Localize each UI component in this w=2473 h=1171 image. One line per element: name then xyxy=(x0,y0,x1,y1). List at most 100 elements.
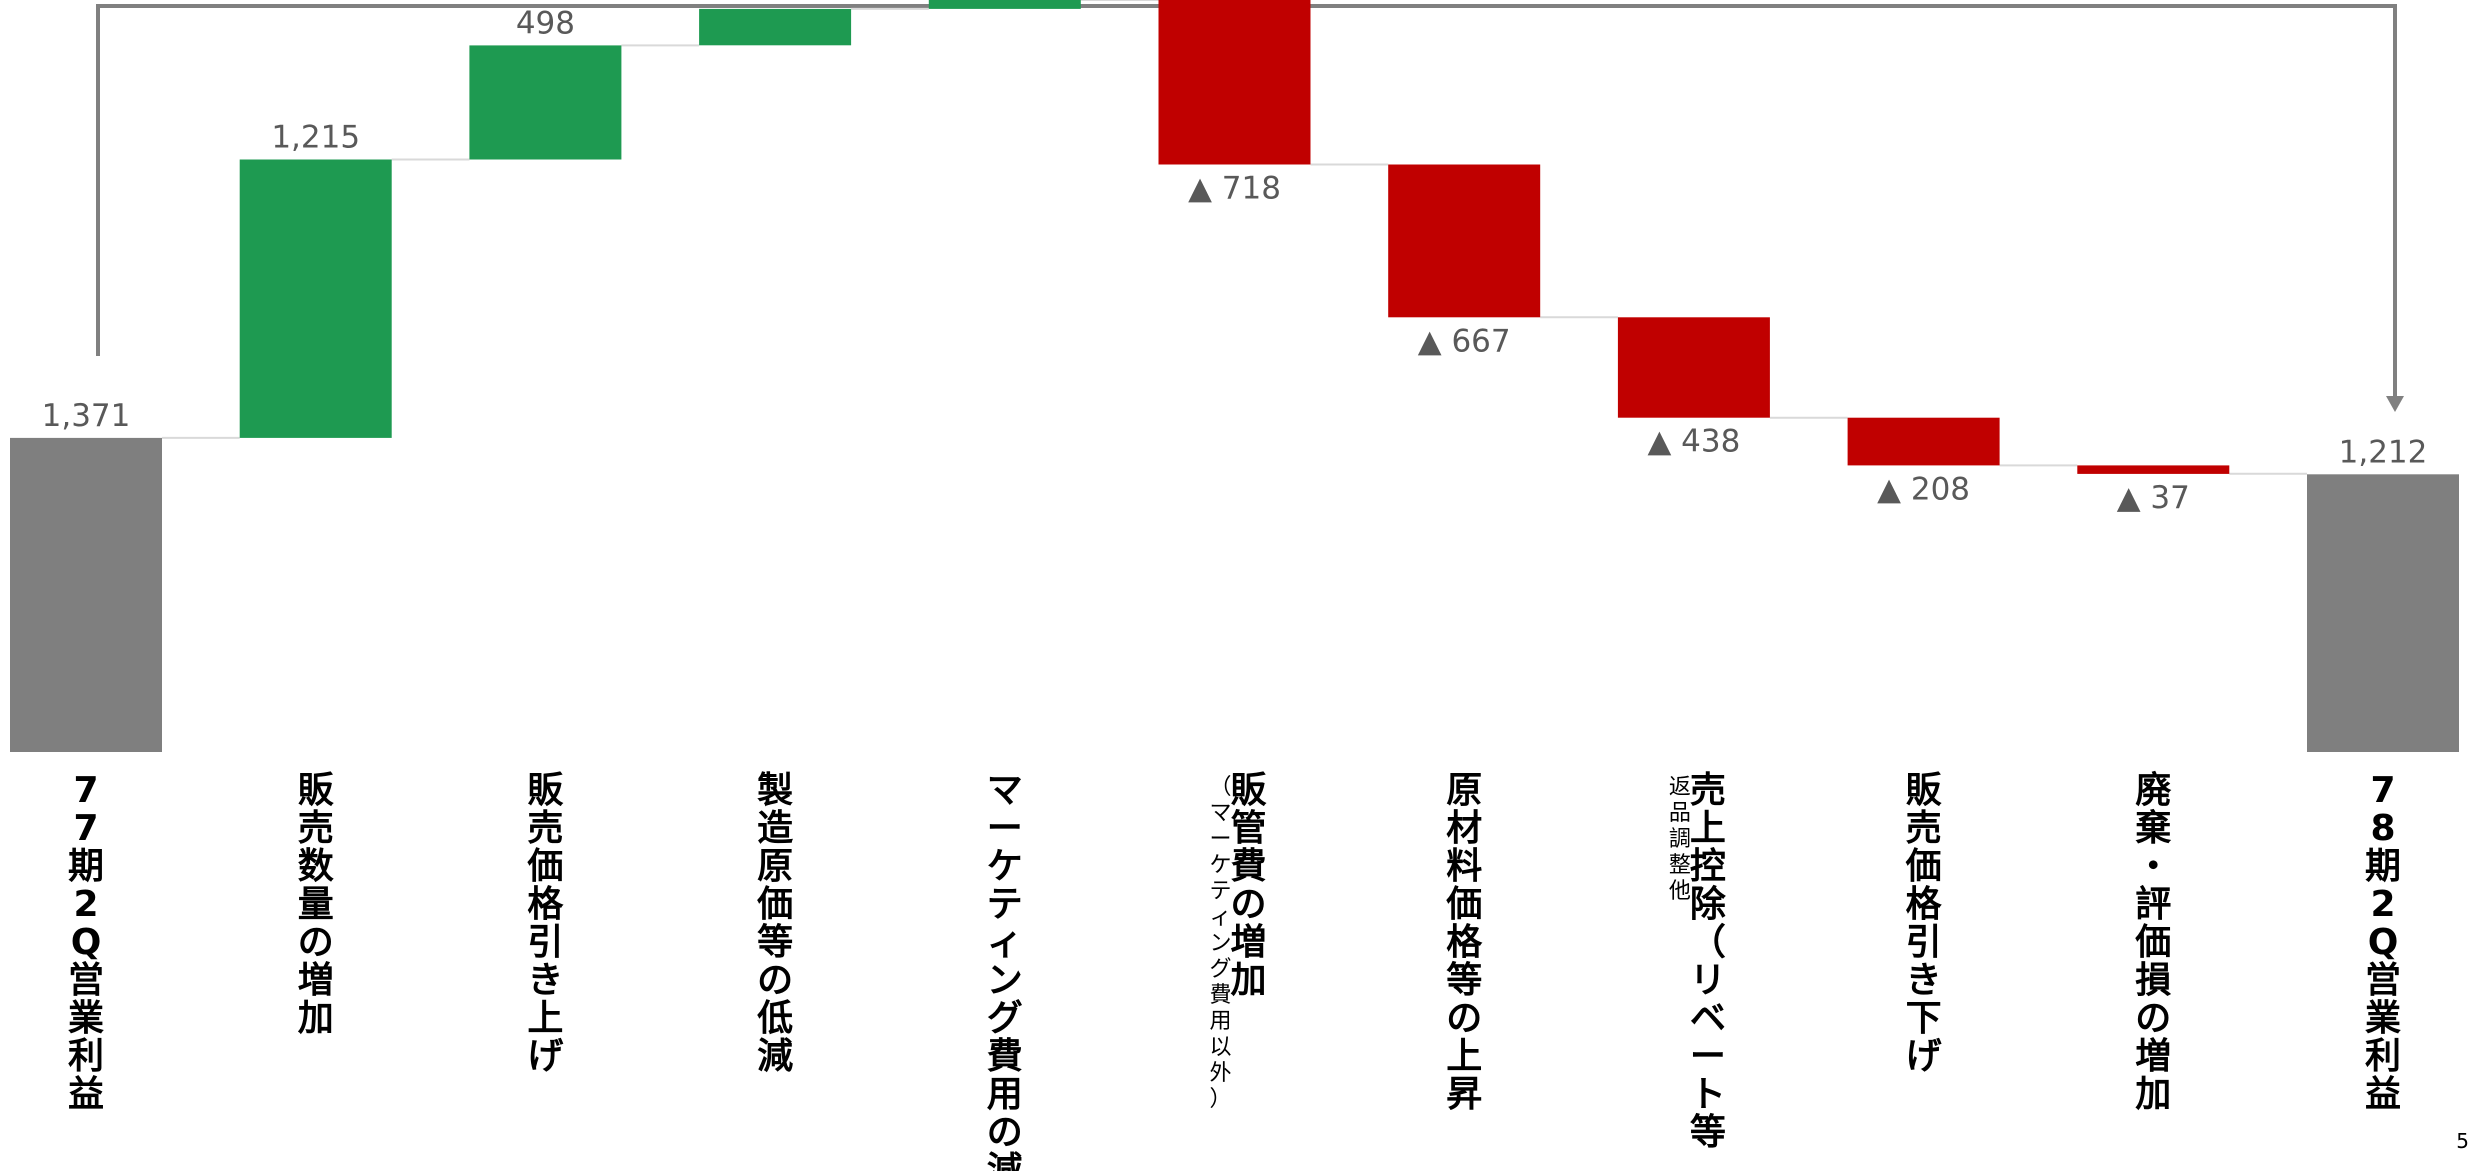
category-sub-char: ） xyxy=(1209,1087,1231,1112)
data-label: 498 xyxy=(516,5,575,41)
category-char: 価 xyxy=(526,846,563,887)
data-label: ▲ 208 xyxy=(1877,471,1970,507)
category-char: 下 xyxy=(1906,998,1942,1039)
category-char: の xyxy=(1230,884,1266,925)
category-char: の xyxy=(757,960,793,1001)
category-char: テ xyxy=(987,884,1023,925)
category-sub-char: 外 xyxy=(1209,1061,1231,1086)
category-char: 上 xyxy=(1446,1036,1482,1077)
category-char: Q xyxy=(71,922,102,963)
category-char: 売 xyxy=(1906,808,1942,849)
category-sub-char: 品 xyxy=(1669,801,1691,826)
category-char: げ xyxy=(527,1036,563,1077)
category-char: 売 xyxy=(298,808,334,849)
bar-total xyxy=(2307,474,2459,752)
bar-increase xyxy=(699,8,852,46)
data-label: ▲ 667 xyxy=(1418,323,1511,359)
category-char: （ xyxy=(1690,922,1726,963)
bar-decrease xyxy=(1388,164,1541,318)
bar-decrease xyxy=(2077,465,2230,474)
category-char: げ xyxy=(1906,1036,1942,1077)
category-char: 増 xyxy=(298,960,334,1001)
category-char: き xyxy=(1906,960,1942,1001)
category-sub-char: （ xyxy=(1209,775,1231,800)
category-char: 営 xyxy=(68,960,104,1001)
category-char: 等 xyxy=(1446,960,1482,1001)
category-char: ト xyxy=(1690,1074,1726,1115)
category-char: 8 xyxy=(2370,808,2395,849)
category-char: グ xyxy=(987,998,1023,1039)
category-char: 除 xyxy=(1690,884,1727,925)
comparison-arrowhead xyxy=(2386,396,2404,412)
category-sub-char: ー xyxy=(1209,827,1231,852)
category-char: 価 xyxy=(756,884,793,925)
category-char: 減 xyxy=(987,1150,1023,1171)
category-char: 益 xyxy=(68,1074,104,1115)
category-char: 引 xyxy=(527,922,563,963)
category-char: 損 xyxy=(2135,960,2171,1001)
category-char: 価 xyxy=(2134,922,2171,963)
category-char: 7 xyxy=(2370,770,2395,811)
category-char: 費 xyxy=(987,1036,1023,1077)
category-char: 料 xyxy=(1446,846,1482,887)
category-char: 格 xyxy=(527,884,564,925)
category-char: 価 xyxy=(1905,846,1942,887)
category-char: ー xyxy=(987,808,1023,849)
data-label: ▲ 37 xyxy=(2117,480,2190,516)
category-char: 販 xyxy=(298,770,335,811)
data-label: ▲ 438 xyxy=(1647,424,1740,460)
category-char: 昇 xyxy=(1446,1074,1482,1115)
category-char: 格 xyxy=(1906,884,1943,925)
category-char: 原 xyxy=(757,846,793,887)
category-char: 利 xyxy=(68,1036,104,1077)
page-number: 5 xyxy=(2456,1129,2469,1153)
category-char: 等 xyxy=(1690,1112,1726,1153)
category-char: 評 xyxy=(2135,884,2171,925)
category-char: ィ xyxy=(987,922,1023,963)
category-labels: 77期2Q営業利益販売数量の増加販売価格引き上げ製造原価等の低減マーケティング費… xyxy=(68,770,2401,1171)
bar-increase xyxy=(239,159,392,438)
category-label: マーケティング費用の減少 xyxy=(987,770,1023,1171)
category-char: 上 xyxy=(1690,808,1726,849)
category-sub-char: ケ xyxy=(1209,853,1231,878)
bar-total xyxy=(10,437,162,752)
category-sub-char: グ xyxy=(1209,957,1231,982)
category-char: ベ xyxy=(1690,998,1726,1039)
category-char: 棄 xyxy=(2135,808,2172,849)
category-char: 利 xyxy=(2365,1036,2401,1077)
bar-increase xyxy=(928,0,1081,9)
data-label: 1,212 xyxy=(2339,434,2428,470)
category-char: 7 xyxy=(73,770,98,811)
category-sub-char: 整 xyxy=(1669,853,1691,878)
category-sub-char: 用 xyxy=(1209,1009,1231,1034)
category-char: 数 xyxy=(298,846,334,887)
category-char: の xyxy=(2135,998,2171,1039)
category-char: ン xyxy=(987,960,1023,1001)
category-char: 等 xyxy=(757,922,793,963)
category-sub-char: 以 xyxy=(1209,1035,1231,1060)
category-char: ケ xyxy=(987,846,1023,887)
category-char: 用 xyxy=(987,1074,1023,1115)
category-char: 減 xyxy=(757,1036,793,1077)
category-char: 造 xyxy=(757,808,793,849)
category-sub-char: ン xyxy=(1209,931,1231,956)
category-char: 加 xyxy=(298,998,334,1039)
category-char: 益 xyxy=(2365,1074,2401,1115)
category-char: 廃 xyxy=(2135,770,2172,811)
category-char: 材 xyxy=(1446,808,1482,849)
bars xyxy=(10,0,2459,752)
category-char: 管 xyxy=(1230,808,1266,849)
bar-decrease xyxy=(1158,0,1311,165)
category-char: 上 xyxy=(527,998,563,1039)
category-char: 期 xyxy=(2365,846,2401,887)
category-char: 2 xyxy=(2370,884,2395,925)
